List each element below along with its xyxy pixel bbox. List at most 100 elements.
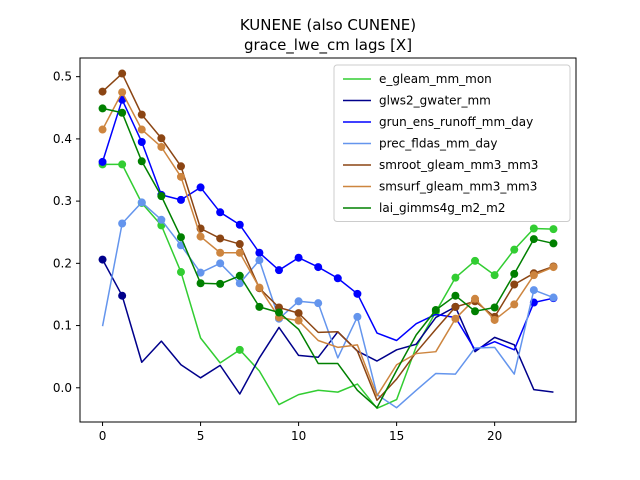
data-point [216, 248, 225, 257]
data-point [235, 248, 244, 257]
data-point [314, 263, 323, 272]
legend-item: e_gleam_mm_mon [343, 72, 492, 86]
data-point [216, 234, 225, 243]
data-point [157, 192, 166, 201]
data-point [510, 300, 519, 309]
legend-item: smroot_gleam_mm3_mm3 [343, 158, 538, 172]
data-point [274, 308, 283, 317]
data-point [549, 293, 558, 302]
data-point [118, 108, 127, 117]
data-point [235, 279, 244, 288]
data-point [235, 271, 244, 280]
data-point [118, 160, 127, 169]
data-point [431, 306, 440, 314]
data-point [235, 220, 244, 229]
series-line [102, 72, 554, 401]
legend-item: lai_gimms4g_m2_m2 [343, 201, 506, 215]
data-point [549, 239, 558, 248]
data-point [176, 172, 185, 181]
data-point [510, 280, 519, 289]
y-tick-label: 0.4 [53, 132, 72, 146]
y-tick-label: 0.3 [53, 194, 72, 208]
legend-label: grun_ens_runoff_mm_day [379, 115, 533, 129]
y-tick-label: 0.0 [53, 381, 72, 395]
data-point [216, 259, 225, 268]
chart-title: KUNENE (also CUNENE) [240, 16, 416, 34]
series-smroot_gleam_mm3_mm3 [98, 69, 558, 401]
series-lai_gimms4g_m2_m2 [98, 104, 558, 409]
data-point [451, 273, 460, 282]
data-point [137, 157, 146, 166]
data-point [529, 286, 538, 295]
data-point [235, 345, 244, 354]
legend-item: grun_ens_runoff_mm_day [343, 115, 533, 129]
data-point [471, 307, 480, 316]
data-point [118, 69, 127, 78]
x-tick-label: 5 [197, 429, 205, 443]
legend-item: glws2_gwater_mm [343, 94, 491, 108]
x-tick-label: 10 [291, 429, 306, 443]
data-point [157, 142, 166, 151]
data-point [333, 274, 342, 283]
data-point [255, 302, 264, 311]
data-point [255, 248, 264, 257]
data-point [529, 224, 538, 233]
data-point [118, 95, 127, 104]
chart-subtitle: grace_lwe_cm lags [X] [244, 36, 412, 55]
data-point [98, 87, 107, 96]
x-tick-label: 0 [99, 429, 107, 443]
data-point [176, 233, 185, 242]
series-line [101, 91, 554, 397]
data-point [314, 299, 323, 308]
data-point [196, 232, 205, 241]
data-point [255, 256, 264, 265]
data-point [490, 303, 499, 312]
data-point [196, 183, 205, 192]
data-point [510, 269, 519, 278]
data-point [137, 125, 146, 134]
legend-label: e_gleam_mm_mon [379, 72, 492, 86]
data-point [157, 134, 166, 143]
data-point [549, 225, 558, 234]
legend-item: smsurf_gleam_mm3_mm3 [343, 180, 537, 194]
y-axis: 0.0 0.1 0.2 0.3 0.4 0.5 [53, 70, 80, 395]
data-point [157, 215, 166, 224]
data-point [353, 289, 362, 298]
x-axis: 0 5 10 15 20 [99, 422, 502, 443]
data-point [451, 314, 460, 323]
legend: e_gleam_mm_mon glws2_gwater_mm grun_ens_ru… [333, 64, 571, 222]
data-point [176, 162, 185, 171]
data-point [529, 235, 538, 244]
data-point [510, 245, 519, 254]
data-point [216, 279, 225, 288]
plot-lines [98, 69, 558, 410]
data-point [137, 198, 146, 207]
legend-label: lai_gimms4g_m2_m2 [379, 201, 506, 215]
data-point [98, 255, 107, 264]
x-tick-label: 15 [389, 429, 404, 443]
data-point [118, 291, 127, 300]
data-point [196, 279, 205, 288]
data-point [294, 297, 303, 306]
data-point [98, 157, 107, 166]
data-point [451, 302, 460, 311]
data-point [216, 208, 225, 217]
y-tick-label: 0.5 [53, 70, 72, 84]
legend-label: smroot_gleam_mm3_mm3 [379, 158, 538, 172]
series-e_gleam_mm_mon [98, 160, 558, 410]
legend-box [333, 64, 571, 222]
data-point [549, 263, 558, 272]
series-line [101, 201, 554, 409]
data-point [118, 88, 127, 97]
legend-item: prec_fldas_mm_day [343, 137, 498, 151]
data-point [294, 316, 303, 325]
data-point [490, 315, 499, 324]
data-point [471, 294, 480, 303]
data-point [294, 309, 303, 318]
data-point [274, 266, 283, 275]
data-point [137, 110, 146, 119]
data-point [255, 283, 264, 292]
data-point [529, 271, 538, 280]
data-point [118, 219, 127, 228]
